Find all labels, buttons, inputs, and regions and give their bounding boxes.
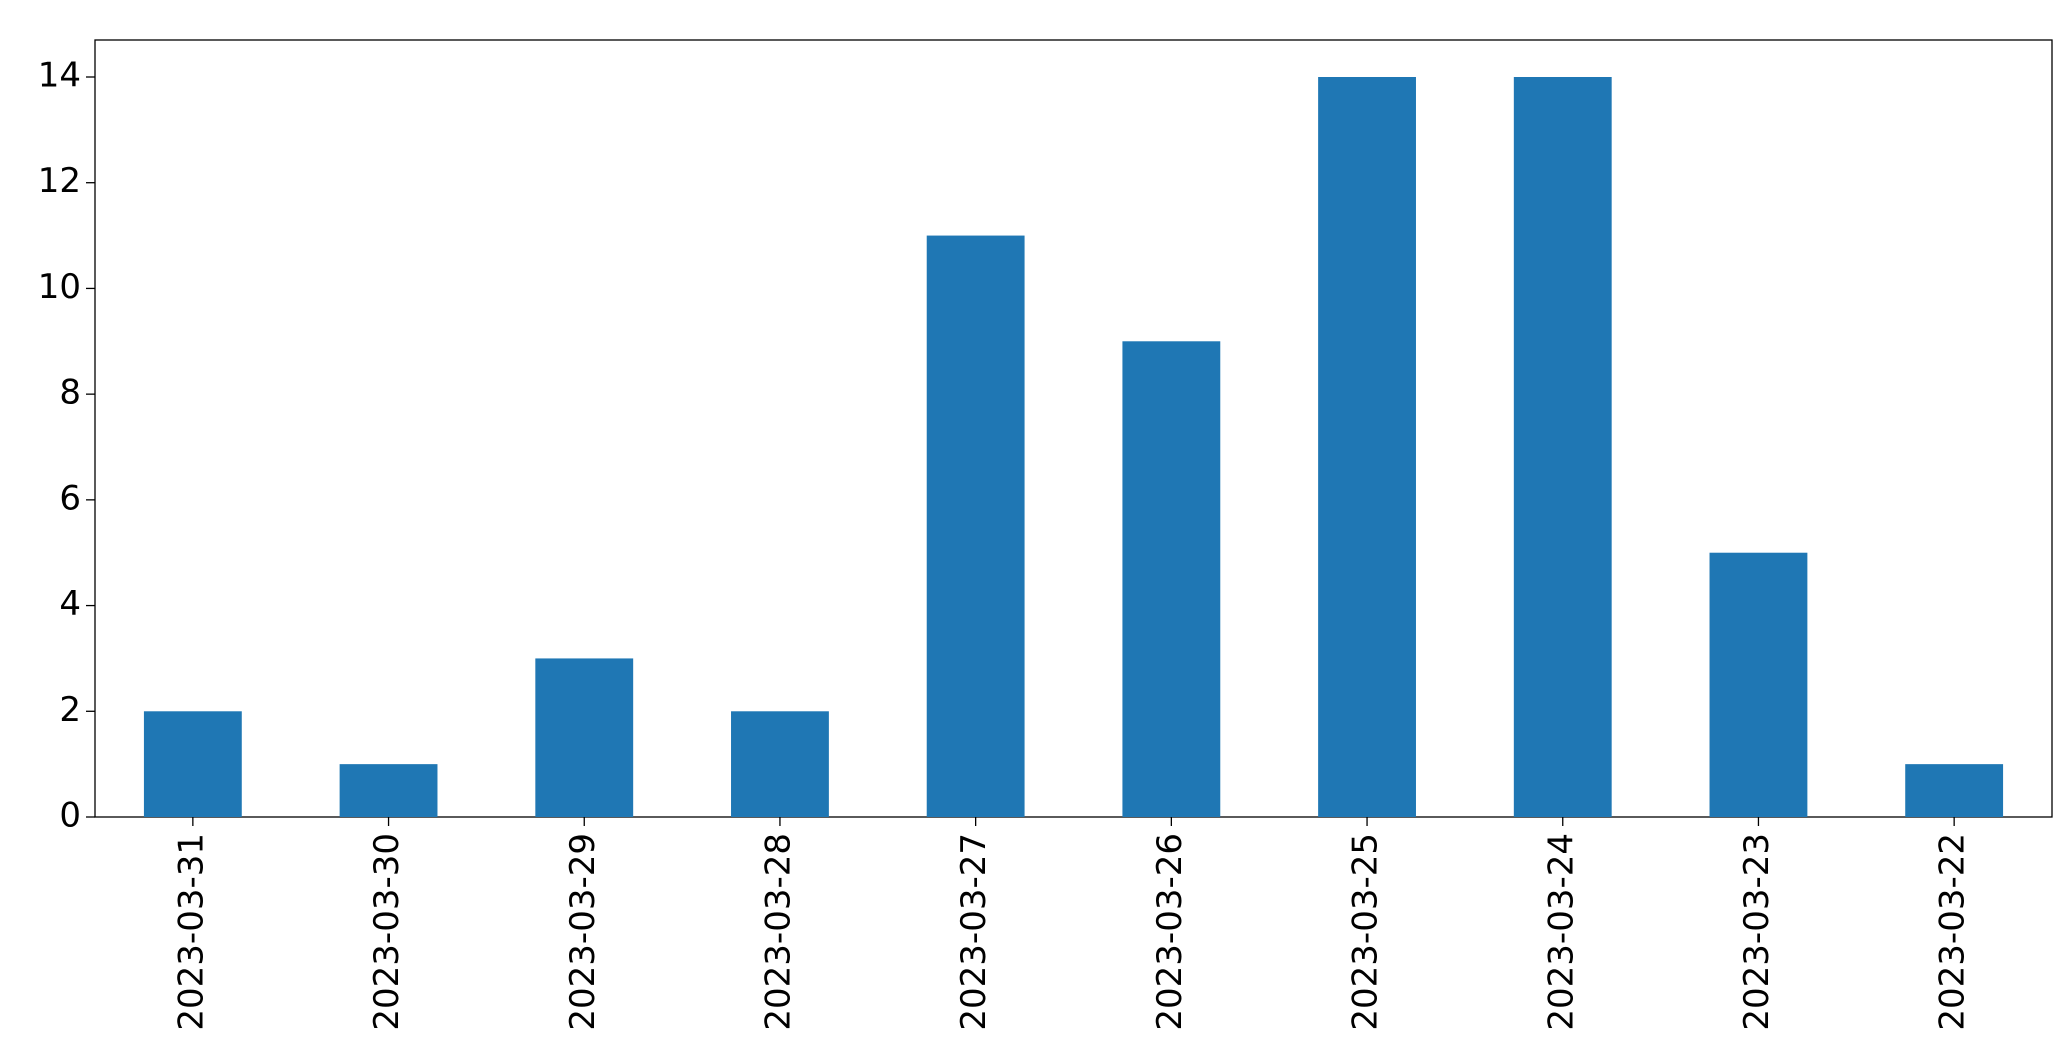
bar <box>731 711 829 817</box>
y-tick-label: 10 <box>38 267 81 307</box>
bar <box>1905 764 2004 817</box>
x-tick-label: 2023-03-29 <box>563 833 603 1031</box>
bar <box>339 764 438 817</box>
bar <box>1513 77 1612 817</box>
y-tick-label: 2 <box>59 690 81 730</box>
bar <box>1122 341 1221 817</box>
x-tick-label: 2023-03-23 <box>1737 833 1777 1031</box>
x-tick-label: 2023-03-25 <box>1346 833 1386 1031</box>
x-tick-label: 2023-03-30 <box>367 833 407 1031</box>
x-tick-label: 2023-03-24 <box>1541 833 1581 1031</box>
y-tick-label: 12 <box>38 161 81 201</box>
bar <box>1318 77 1416 817</box>
bar <box>143 711 242 817</box>
x-tick-label: 2023-03-28 <box>758 833 798 1031</box>
y-tick-label: 14 <box>38 56 81 96</box>
plot-frame <box>94 39 2053 818</box>
x-tick-label: 2023-03-27 <box>954 833 994 1031</box>
bar <box>1709 552 1808 817</box>
x-tick-label: 2023-03-26 <box>1150 833 1190 1031</box>
y-tick-label: 6 <box>59 478 81 518</box>
y-tick-label: 0 <box>59 796 81 836</box>
x-tick-label: 2023-03-31 <box>171 833 211 1031</box>
bar <box>535 658 634 817</box>
y-tick-label: 4 <box>59 584 81 624</box>
bar <box>926 235 1025 818</box>
x-tick-label: 2023-03-22 <box>1933 833 1973 1031</box>
y-tick-label: 8 <box>59 373 81 413</box>
